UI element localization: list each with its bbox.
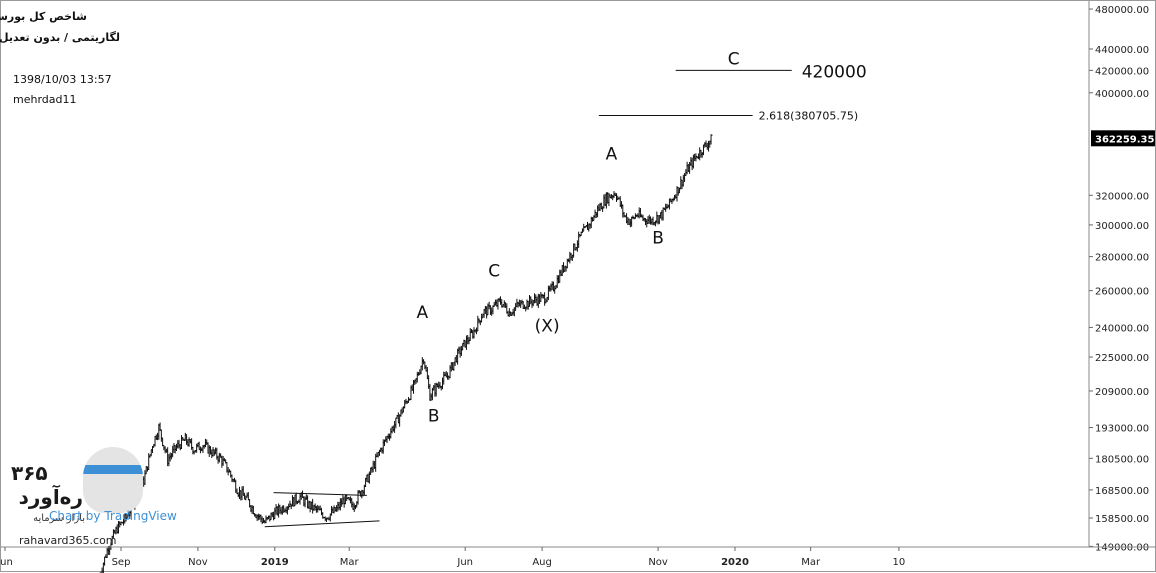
y-tick-label: 260000.00 — [1095, 287, 1149, 298]
y-axis: 480000.00 440000.00 420000.00 400000.00 3200… — [1089, 1, 1155, 553]
y-tick-label: 168500.00 — [1095, 486, 1149, 497]
author-label: mehrdad11 — [13, 93, 77, 106]
tradingview-credit: Chart by TradingView — [49, 509, 177, 523]
last-price-label: 362259.35 — [1095, 134, 1155, 145]
wave-label: (X) — [535, 316, 560, 336]
fib-extension-label: 2.618(380705.75) — [759, 109, 859, 122]
x-tick-label: Mar — [801, 557, 821, 568]
x-axis: Jun Sep Nov 2019 Mar Jun Aug Nov 2020 Mar 10 — [1, 547, 1156, 568]
x-tick-label: 2020 — [721, 557, 749, 568]
datetime-label: 1398/10/03 13:57 — [13, 73, 112, 86]
y-tick-label: 225000.00 — [1095, 353, 1149, 364]
site-url: rahavard365.com — [19, 534, 117, 547]
wave-label: B — [652, 229, 664, 249]
y-tick-label: 149000.00 — [1095, 542, 1149, 553]
wave-label: A — [606, 144, 618, 164]
y-tick-label: 320000.00 — [1095, 191, 1149, 202]
y-tick-label: 280000.00 — [1095, 253, 1149, 264]
y-tick-label: 420000.00 — [1095, 66, 1149, 77]
x-tick-label: Nov — [188, 557, 208, 568]
y-tick-label: 180500.00 — [1095, 454, 1149, 465]
target-value-label: 420000 — [802, 62, 867, 82]
x-tick-label: 10 — [893, 557, 906, 568]
y-tick-label: 300000.00 — [1095, 221, 1149, 232]
x-tick-label: Jun — [456, 557, 473, 568]
x-tick-label: Sep — [112, 557, 131, 568]
last-price-tag: 362259.35 — [1091, 130, 1155, 146]
target-wave-label: C — [728, 49, 740, 69]
y-tick-label: 193000.00 — [1095, 424, 1149, 435]
brand-name: ره‌آورد — [11, 485, 83, 509]
channel-line[interactable] — [274, 493, 367, 496]
plot-area[interactable]: C 420000 2.618(380705.75) A B C (X) A B — [98, 49, 867, 573]
y-tick-label: 158500.00 — [1095, 514, 1149, 525]
y-tick-label: 400000.00 — [1095, 89, 1149, 100]
x-tick-label: Nov — [648, 557, 668, 568]
x-tick-label: Jun — [1, 557, 13, 568]
channel-line[interactable] — [265, 521, 380, 527]
wave-label: B — [428, 407, 440, 427]
x-tick-label: 2019 — [261, 557, 289, 568]
y-tick-label: 240000.00 — [1095, 323, 1149, 334]
y-tick-label: 440000.00 — [1095, 45, 1149, 56]
chart-title: شاخص کل بورس — [0, 10, 87, 23]
balloon-icon — [83, 447, 143, 513]
scale-info: لگاریتمی / بدون تعدیل / — [0, 31, 120, 44]
x-tick-label: Aug — [532, 557, 552, 568]
y-tick-label: 480000.00 — [1095, 5, 1149, 16]
wave-label: C — [488, 262, 500, 282]
brand-number: ۳۶۵ — [11, 461, 48, 485]
rahavard-logo: ۳۶۵ ره‌آورد بازار سرمایه Chart by Tradin… — [11, 447, 191, 537]
y-tick-label: 209000.00 — [1095, 387, 1149, 398]
wave-label: A — [417, 303, 429, 323]
x-tick-label: Mar — [340, 557, 360, 568]
